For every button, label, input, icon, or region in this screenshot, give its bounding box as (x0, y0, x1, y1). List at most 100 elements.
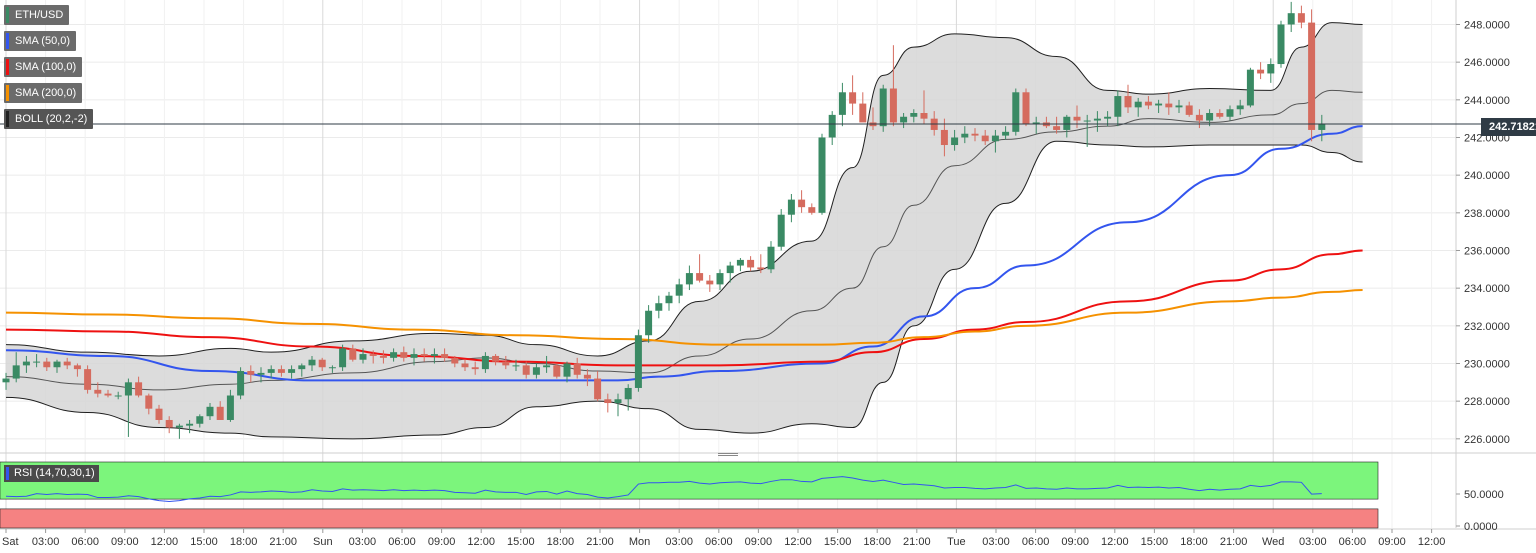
candle-body (155, 408, 163, 420)
candle (124, 378, 132, 437)
time-tick-label: 18:00 (863, 536, 891, 548)
candle (1002, 126, 1010, 140)
legend-rsi-tag[interactable]: RSI (14,70,30,1) (4, 465, 99, 482)
legend-sma100-tag[interactable]: SMA (100,0) (4, 57, 83, 77)
candle-body (787, 199, 795, 215)
price-tick-label: 230.0000 (1464, 358, 1510, 370)
legend-sma200-label: SMA (200,0) (15, 87, 77, 99)
candle (900, 113, 908, 129)
candle (492, 354, 500, 366)
candle-body (1246, 69, 1254, 106)
candle (155, 404, 163, 424)
candle-body (665, 295, 673, 304)
candle (1083, 114, 1091, 147)
candle-body (675, 284, 683, 296)
legend-sma50-tag[interactable]: SMA (50,0) (4, 31, 77, 51)
candle-body (1226, 109, 1234, 117)
candle-body (685, 273, 693, 285)
candle (114, 391, 122, 400)
candle-body (1022, 92, 1030, 125)
time-tick-label: 06:00 (71, 536, 99, 548)
candle-body (634, 335, 642, 388)
candle-body (257, 372, 265, 375)
candle (308, 355, 316, 372)
candle (971, 128, 979, 142)
candlesticks (2, 1, 1326, 439)
candle (991, 129, 999, 153)
candle-body (1053, 126, 1061, 130)
pane-resize-handle[interactable] (718, 453, 738, 458)
candle-body (981, 135, 989, 142)
price-tick-label: 228.0000 (1464, 396, 1510, 408)
candle-body (920, 113, 928, 119)
candle (1267, 58, 1275, 83)
candle (645, 305, 653, 343)
sma200-line (5, 289, 1363, 346)
candle (675, 278, 683, 304)
candle (1144, 96, 1152, 110)
candle (135, 376, 143, 398)
candle (145, 393, 153, 415)
candle-body (237, 371, 245, 396)
candle (1318, 114, 1326, 142)
candle (410, 348, 418, 366)
candle (798, 190, 806, 213)
legend-symbol-tag[interactable]: ETH/USD (4, 5, 70, 25)
candle (716, 269, 724, 291)
price-tick-label: 238.0000 (1464, 208, 1510, 220)
time-tick-label: 09:00 (1378, 536, 1406, 548)
symbol-color-swatch (6, 7, 9, 23)
candle-body (318, 359, 326, 368)
price-tick-label: 246.0000 (1464, 57, 1510, 69)
candle (33, 354, 41, 368)
candle-body (645, 310, 653, 336)
time-tick-label: 06:00 (1022, 536, 1050, 548)
time-tick-label: 21:00 (269, 536, 297, 548)
time-tick-label: 12:00 (151, 536, 179, 548)
candle (318, 357, 326, 372)
candle (349, 344, 357, 362)
candle (104, 389, 112, 398)
candle (777, 209, 785, 251)
time-tick-label: 09:00 (428, 536, 456, 548)
candle (920, 90, 928, 125)
candle-body (390, 352, 398, 358)
candle (563, 361, 571, 383)
legend-rsi-label: RSI (14,70,30,1) (14, 467, 95, 479)
candle (257, 367, 265, 383)
candle-body (2, 378, 10, 383)
candle (614, 393, 622, 417)
candle-body (1308, 22, 1316, 130)
candle (53, 359, 61, 373)
legend-sma100-label: SMA (100,0) (15, 61, 77, 73)
time-tick-label: 21:00 (586, 536, 614, 548)
candle-body (910, 113, 918, 117)
candle-body (777, 214, 785, 247)
candle-body (543, 365, 551, 368)
candle-body (1144, 101, 1152, 106)
candle-body (849, 92, 857, 104)
candle (594, 371, 602, 402)
candle-body (716, 273, 724, 285)
candle-body (624, 387, 632, 400)
time-tick-label: 12:00 (1418, 536, 1446, 548)
candle-body (1297, 13, 1305, 23)
candle (685, 265, 693, 291)
candle (1226, 105, 1234, 121)
candle (196, 414, 204, 428)
legend-boll-tag[interactable]: BOLL (20,2,-2) (4, 109, 94, 129)
candle (1114, 90, 1122, 127)
price-tick-label: 244.0000 (1464, 95, 1510, 107)
time-tick-label: 09:00 (745, 536, 773, 548)
legend-sma200-tag[interactable]: SMA (200,0) (4, 83, 83, 103)
candle (859, 92, 867, 123)
candle (237, 367, 245, 400)
candle (441, 348, 449, 362)
candle (543, 355, 551, 373)
candle (1063, 114, 1071, 138)
candle-body (808, 207, 816, 213)
legend-sma50-label: SMA (50,0) (15, 35, 71, 47)
price-tick-label: 226.0000 (1464, 434, 1510, 446)
candle-body (655, 303, 663, 311)
